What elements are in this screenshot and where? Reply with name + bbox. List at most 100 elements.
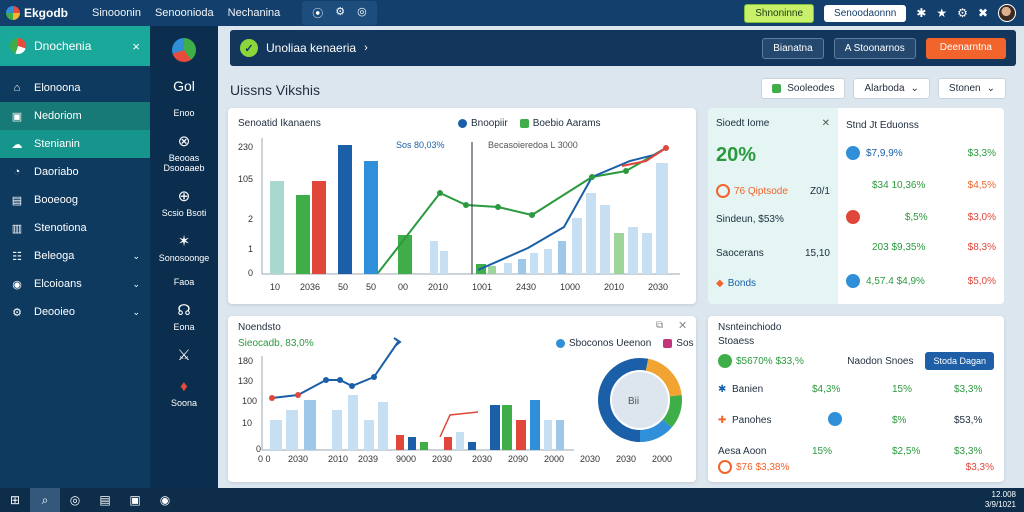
diamond-icon: ◆ bbox=[716, 278, 724, 289]
rail-item-2[interactable]: ⊕ Scsio Bsoti bbox=[150, 187, 218, 218]
filter-label: Sooleodes bbox=[787, 83, 835, 94]
network-icon: ✶ bbox=[177, 233, 191, 250]
sidebar-item-8[interactable]: ◉ Elcoioans ⌄ bbox=[0, 270, 150, 298]
table-icon: ☷ bbox=[12, 250, 22, 263]
stats-row-value: Z0/1 bbox=[809, 185, 830, 197]
home-icon: ⌂ bbox=[13, 82, 21, 94]
top-icon-group: ⦿ ⚙ ◎ bbox=[302, 1, 377, 25]
white-pill-button[interactable]: Senoodaonnn bbox=[824, 4, 907, 22]
favorite-icon[interactable]: ★ bbox=[936, 6, 948, 20]
rail-logo-icon bbox=[172, 38, 196, 62]
rail-item-4[interactable]: ☊ Eona bbox=[150, 301, 218, 332]
chevron-down-icon[interactable]: ⌄ bbox=[132, 278, 140, 289]
filter-label: Stonen bbox=[948, 83, 981, 94]
sidebar-item-4[interactable]: ◔ Daoriabo bbox=[0, 158, 150, 186]
svg-text:0: 0 bbox=[248, 268, 253, 278]
svg-text:9000: 9000 bbox=[396, 454, 416, 464]
chevron-right-icon[interactable]: › bbox=[364, 42, 368, 54]
filter-dropdown-1[interactable]: Sooleodes bbox=[761, 78, 846, 99]
top-nav-item-2[interactable]: Senoonioda bbox=[154, 7, 214, 19]
chart-legend: Sboconos Ueenon Sos bbox=[556, 338, 694, 349]
star-icon[interactable]: ✱ bbox=[916, 6, 927, 20]
avatar[interactable] bbox=[998, 4, 1016, 22]
target-icon[interactable]: ⦿ bbox=[312, 8, 324, 20]
clock[interactable]: 12.008 bbox=[991, 490, 1016, 499]
svg-text:2000: 2000 bbox=[652, 454, 672, 464]
sidebar-item-7[interactable]: ☷ Beleoga ⌄ bbox=[0, 242, 150, 270]
table-title: Nsnteinchiodo bbox=[718, 322, 782, 333]
stats-data-row: $,5% $3,0% bbox=[846, 210, 996, 224]
chart-title: Senoatid Ikanaens bbox=[238, 118, 321, 129]
svg-text:10: 10 bbox=[270, 282, 280, 292]
settings-icon[interactable]: ⚙ bbox=[957, 6, 968, 20]
sidebar-item-label: Daoriabo bbox=[34, 166, 79, 178]
rail-label-2: Faoa bbox=[173, 277, 195, 287]
expand-icon[interactable]: ⧉ bbox=[656, 320, 664, 331]
rail-item-label: Scsio Bsoti bbox=[161, 208, 207, 218]
rail-item-3[interactable]: ✶ Sonosoonge bbox=[150, 232, 218, 263]
rail-item-5[interactable]: ⚔ bbox=[150, 346, 218, 364]
legend-item-1[interactable]: Sboconos Ueenon bbox=[556, 338, 651, 349]
primary-action-button[interactable]: Deenarntna bbox=[925, 37, 1006, 59]
search-icon[interactable]: ⌕ bbox=[30, 488, 60, 512]
sidebar-item-5[interactable]: ▤ Booeoog bbox=[0, 186, 150, 214]
filter-dropdown-2[interactable]: Alarboda ⌄ bbox=[853, 78, 930, 99]
chart-icon: ◔ bbox=[13, 166, 21, 178]
header-button-2[interactable]: A Stoonarnos bbox=[833, 37, 916, 59]
legend-item-1[interactable]: Bnoopiir bbox=[458, 118, 508, 129]
app-icon[interactable]: ▣ bbox=[129, 493, 141, 507]
date: 3/9/1021 bbox=[984, 500, 1016, 509]
sidebar-item-2[interactable]: ▣ Nedoriom bbox=[0, 102, 150, 130]
stats-panel-left: Sioedt Iome ✕ 20% 76 Qiptsode Z0/1 Sinde… bbox=[708, 108, 838, 304]
sidebar-item-3[interactable]: ☁ Stenianin bbox=[0, 130, 150, 158]
sidebar-logo-icon bbox=[10, 38, 26, 54]
gear-icon[interactable]: ⚙ bbox=[335, 6, 346, 18]
table-cell: Banien bbox=[732, 384, 764, 395]
svg-text:100: 100 bbox=[242, 396, 257, 406]
filter-dropdown-3[interactable]: Stonen ⌄ bbox=[937, 78, 1006, 99]
cloud-icon: ☁ bbox=[11, 138, 23, 151]
close-icon[interactable]: ✕ bbox=[821, 118, 830, 129]
circle-icon[interactable]: ◎ bbox=[357, 6, 367, 18]
page-title: Uissns Vikshis bbox=[230, 82, 320, 98]
chevron-down-icon[interactable]: ⌄ bbox=[132, 250, 140, 261]
sidebar-item-9[interactable]: ⚙ Deooieo ⌄ bbox=[0, 298, 150, 326]
circle-app-icon[interactable]: ◉ bbox=[159, 493, 171, 507]
browser-icon[interactable]: ◎ bbox=[69, 493, 81, 507]
system-tray: 12.008 3/9/1021 bbox=[985, 490, 1024, 510]
green-pill-button[interactable]: Shnoninne bbox=[744, 3, 815, 23]
close-icon[interactable]: × bbox=[132, 38, 140, 54]
chart-subtitle: Sieocadb, 83,0% bbox=[238, 338, 314, 349]
bar-line-chart: 230 105 2 1 0 10 2036 50 50 00 2010 1001… bbox=[238, 138, 680, 292]
top-nav-item-3[interactable]: Nechanina bbox=[227, 7, 281, 19]
compass-icon: ⊗ bbox=[177, 133, 191, 150]
windows-start-icon[interactable]: ⊞ bbox=[9, 493, 21, 507]
svg-text:2039: 2039 bbox=[358, 454, 378, 464]
top-nav-item-1[interactable]: Sinooonin bbox=[92, 7, 141, 19]
star-icon: ✱ bbox=[718, 384, 727, 395]
table-cell bbox=[812, 412, 892, 429]
window-icon: ▣ bbox=[11, 110, 23, 123]
svg-text:2090: 2090 bbox=[508, 454, 528, 464]
chevron-down-icon[interactable]: ⌄ bbox=[132, 306, 140, 317]
close-icon[interactable]: ✕ bbox=[678, 320, 688, 332]
rail-item-6[interactable]: ♦ Soona bbox=[150, 378, 218, 408]
brand[interactable]: Ekgodb bbox=[0, 6, 92, 20]
table-subtitle-row: Stoaess bbox=[718, 336, 994, 347]
folder-icon[interactable]: ▤ bbox=[99, 493, 111, 507]
top-right: Shnoninne Senoodaonnn ✱ ★ ⚙ ✖ bbox=[744, 3, 1024, 23]
svg-text:2000: 2000 bbox=[544, 454, 564, 464]
table-action-button[interactable]: Stoda Dagan bbox=[925, 352, 994, 370]
rail-item-1[interactable]: ⊗ Beooas Dsooaaeb bbox=[150, 132, 218, 173]
tools-icon[interactable]: ✖ bbox=[977, 6, 988, 20]
plus-icon: ✚ bbox=[718, 415, 727, 426]
stats-row-label: 76 Qiptsode bbox=[734, 185, 788, 197]
header-button-1[interactable]: Bianatna bbox=[762, 37, 824, 59]
legend-item-2[interactable]: Boebio Aarams bbox=[519, 118, 601, 129]
legend-item-2[interactable]: Sos bbox=[663, 338, 694, 349]
chart-card-top: Senoatid Ikanaens Bnoopiir Boebio Aarams… bbox=[228, 108, 696, 304]
sidebar-item-6[interactable]: ▥ Stenotiona bbox=[0, 214, 150, 242]
legend-swatch bbox=[663, 339, 673, 348]
table-cell: 15% bbox=[812, 446, 833, 457]
sidebar-item-1[interactable]: ⌂ Elonoona bbox=[0, 74, 150, 102]
